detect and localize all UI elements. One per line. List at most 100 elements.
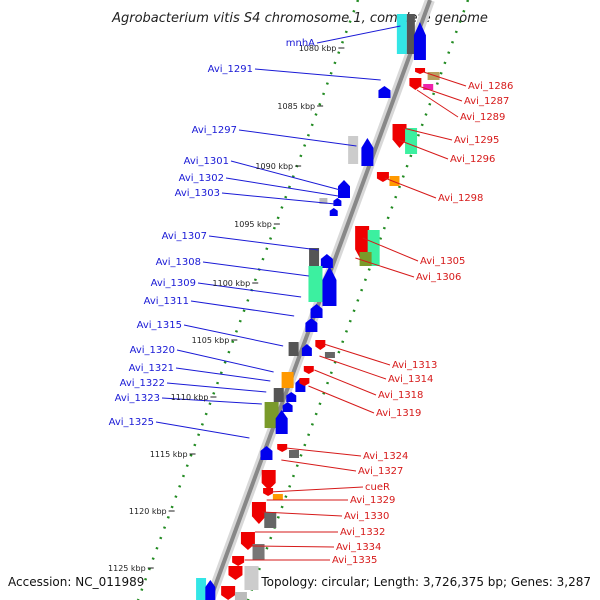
leader-line-left bbox=[190, 300, 295, 317]
leader-line-left bbox=[254, 68, 381, 81]
gene-block-gray bbox=[289, 450, 299, 458]
scale-label: 1100 kbp bbox=[213, 279, 251, 288]
leader-line-left bbox=[183, 324, 284, 347]
gene-label-right: Avi_1319 bbox=[376, 408, 421, 419]
gene-arrow-small bbox=[333, 198, 342, 206]
gene-label-right: Avi_1286 bbox=[468, 81, 513, 92]
gene-label-right: cueR bbox=[365, 482, 390, 493]
gene-arrow-reverse bbox=[261, 470, 276, 490]
scale-labels: 1080 kbp 1085 kbp 1090 kbp 1095 kbp 1100 kbp… bbox=[108, 44, 345, 573]
gene-arrow-forward bbox=[322, 266, 337, 306]
features bbox=[196, 14, 440, 600]
gene-arrow-forward bbox=[361, 138, 374, 166]
scale-label: 1125 kbp bbox=[108, 564, 146, 573]
leader-line-right bbox=[281, 459, 357, 472]
leader-line-right bbox=[416, 89, 459, 118]
gene-arrow-small bbox=[299, 378, 310, 386]
leader-line-right bbox=[285, 447, 362, 457]
gene-arrow-small bbox=[286, 392, 297, 402]
leader-line-right bbox=[402, 127, 453, 141]
leader-line-left bbox=[238, 129, 357, 147]
gene-label-left: Avi_1320 bbox=[130, 345, 175, 356]
leader-line-left bbox=[176, 349, 274, 373]
gene-label-right: Avi_1334 bbox=[336, 542, 381, 553]
leader-line-left bbox=[161, 397, 262, 405]
gene-label-right: Avi_1296 bbox=[450, 154, 495, 165]
leader-line-left bbox=[202, 261, 309, 277]
gene-block-olive bbox=[359, 252, 372, 266]
gene-arrow-reverse bbox=[240, 532, 255, 550]
leader-line-right bbox=[269, 486, 364, 493]
gene-label-right: Avi_1335 bbox=[332, 555, 377, 566]
gene-arrow-reverse bbox=[251, 502, 266, 524]
gene-arrow-reverse bbox=[221, 586, 236, 600]
gene-label-left: Avi_1322 bbox=[120, 378, 165, 389]
gene-block-gray bbox=[264, 512, 277, 528]
leader-line-right bbox=[314, 369, 377, 396]
accession-text: Accession: NC_011989 bbox=[8, 575, 144, 589]
gene-arrow-reverse bbox=[409, 78, 422, 90]
gene-arrow-small bbox=[263, 488, 274, 496]
gene-block-green bbox=[308, 266, 323, 302]
gene-block-gray bbox=[252, 544, 265, 560]
leader-line-right bbox=[249, 545, 335, 548]
gene-label-left: Avi_1325 bbox=[109, 417, 154, 428]
leader-line-right bbox=[362, 237, 419, 262]
scale-label: 1110 kbp bbox=[171, 393, 209, 402]
gene-label-right: Avi_1324 bbox=[363, 451, 408, 462]
gene-block-gray bbox=[288, 342, 299, 356]
gene-block-cyan bbox=[396, 14, 407, 54]
gene-label-right: Avi_1306 bbox=[416, 272, 461, 283]
leader-line-left bbox=[316, 25, 401, 44]
scale-label: 1105 kbp bbox=[192, 336, 230, 345]
leader-line-left bbox=[230, 160, 341, 191]
gene-labels: mnhA Avi_1291 Avi_1297 Avi_1301 Avi_1302 Avi_… bbox=[109, 38, 514, 566]
gene-block-cyan bbox=[196, 578, 207, 600]
gene-arrow-forward bbox=[338, 180, 350, 198]
leader-line-right bbox=[398, 139, 449, 160]
gene-arrow-reverse bbox=[228, 566, 243, 580]
scale-label: 1080 kbp bbox=[299, 44, 337, 53]
leader-line-right bbox=[323, 343, 391, 366]
scale-label: 1120 kbp bbox=[129, 507, 167, 516]
gene-label-right: Avi_1314 bbox=[388, 374, 433, 385]
gene-label-left: Avi_1315 bbox=[137, 320, 182, 331]
gene-block-green bbox=[405, 128, 418, 154]
gene-block-lightgray bbox=[348, 136, 359, 164]
gene-block-magenta bbox=[423, 84, 434, 90]
gene-arrow-small bbox=[277, 444, 288, 452]
leader-line-left bbox=[225, 177, 339, 197]
gene-block-gray bbox=[406, 14, 415, 54]
gene-label-right: Avi_1287 bbox=[464, 96, 509, 107]
gene-arrow-reverse bbox=[232, 556, 245, 566]
scale-label: 1095 kbp bbox=[234, 220, 272, 229]
gene-block-gray bbox=[273, 388, 284, 402]
gene-arrow-small bbox=[329, 208, 338, 216]
gene-label-left: Avi_1301 bbox=[184, 156, 229, 167]
leader-line-right bbox=[319, 355, 387, 380]
leader-line-left bbox=[155, 421, 250, 439]
gene-label-left: Avi_1291 bbox=[208, 64, 253, 75]
gene-arrow-small bbox=[303, 366, 314, 374]
gene-arrow-forward bbox=[205, 580, 216, 600]
leader-line-left bbox=[166, 382, 267, 393]
scale-label: 1085 kbp bbox=[277, 102, 315, 111]
gene-arrow-forward bbox=[260, 446, 273, 460]
gene-label-left: Avi_1321 bbox=[129, 363, 174, 374]
gene-arrow-forward bbox=[305, 318, 318, 332]
gene-label-left: Avi_1309 bbox=[151, 278, 196, 289]
gene-label-left: Avi_1302 bbox=[179, 173, 224, 184]
gene-label-left: Avi_1297 bbox=[192, 125, 237, 136]
map-title: Agrobacterium vitis S4 chromosome 1, com… bbox=[111, 11, 488, 26]
gene-arrow-forward bbox=[320, 254, 333, 268]
leader-line-right bbox=[384, 177, 437, 199]
gene-arrow-forward bbox=[275, 410, 288, 434]
leader-line-right bbox=[423, 71, 467, 87]
leader-line-left bbox=[208, 235, 319, 251]
gene-block-orange bbox=[272, 494, 283, 500]
gene-block-gray bbox=[309, 248, 320, 266]
gene-block-orange bbox=[281, 372, 294, 388]
gene-arrow-forward bbox=[310, 304, 323, 318]
gene-arrow-small bbox=[282, 402, 293, 412]
